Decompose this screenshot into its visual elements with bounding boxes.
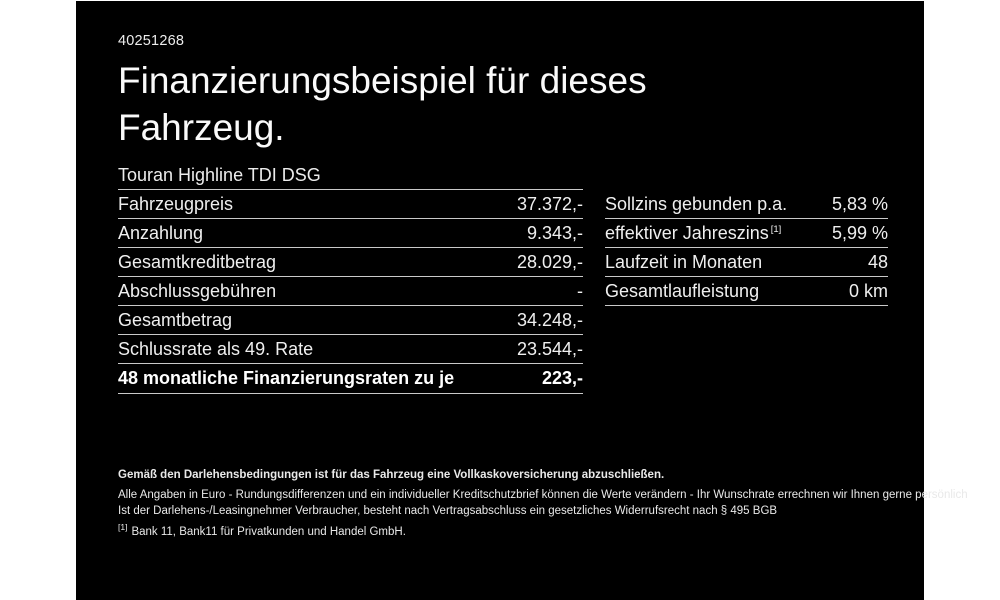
table-row-abschlussgebuehren: Abschlussgebühren - [118,277,583,306]
footer-legal-notes: Gemäß den Darlehensbedingungen ist für d… [118,467,968,540]
row-label: 48 monatliche Finanzierungsraten zu je [118,368,455,388]
row-label: effektiver Jahreszins [1] [605,222,782,243]
table-row-gesamtbetrag: Gesamtbetrag 34.248,- [118,306,583,335]
row-value: 34.248,- [516,309,583,330]
footnote-bank: [1] Bank 11, Bank11 für Privatkunden und … [118,522,898,540]
financing-document-page: 40251268 Finanzierungsbeispiel für diese… [76,1,968,600]
row-value: 48 [867,251,888,272]
row-label: Gesamtlaufleistung [605,280,760,301]
row-label: Sollzins gebunden p.a. [605,193,788,214]
row-value: 223,- [541,368,583,388]
row-label: Abschlussgebühren [118,280,277,301]
disclaimer-line-1: Alle Angaben in Euro - Rundungsdifferenz… [118,489,968,501]
row-label: Gesamtkreditbetrag [118,251,277,272]
table-row-anzahlung: Anzahlung 9.343,- [118,219,583,248]
row-label: Schlussrate als 49. Rate [118,338,314,359]
page-title: Finanzierungsbeispiel für dieses Fahrzeu… [118,60,647,148]
vehicle-model: Touran Highline TDI DSG [118,163,583,190]
row-label: Laufzeit in Monaten [605,251,763,272]
row-value: 23.544,- [516,338,583,359]
row-label: Gesamtbetrag [118,309,233,330]
table-row-gesamtlaufleistung: Gesamtlaufleistung 0 km [605,277,888,306]
row-value: 0 km [848,280,888,301]
table-row-sollzins: Sollzins gebunden p.a. 5,83 % [605,190,888,219]
table-row-gesamtkreditbetrag: Gesamtkreditbetrag 28.029,- [118,248,583,277]
table-row-fahrzeugpreis: Fahrzeugpreis 37.372,- [118,190,583,219]
row-value: 5,99 % [831,222,888,243]
footnote-text: Bank 11, Bank11 für Privatkunden und Han… [131,526,406,538]
row-value: 9.343,- [526,222,583,243]
conditions-table: Sollzins gebunden p.a. 5,83 % effektiver… [605,190,888,306]
insurance-note: Gemäß den Darlehensbedingungen ist für d… [118,469,665,481]
row-label: Anzahlung [118,222,204,243]
table-row-schlussrate: Schlussrate als 49. Rate 23.544,- [118,335,583,364]
table-row-effektiver-jahreszins: effektiver Jahreszins [1] 5,99 % [605,219,888,248]
row-value: - [577,280,583,301]
row-label: Fahrzeugpreis [118,193,234,214]
row-value: 5,83 % [831,193,888,214]
footnote-marker: [1] [118,522,128,533]
footnote-reference: [1] [770,223,782,235]
disclaimer-line-2: Ist der Darlehens-/Leasingnehmer Verbrau… [118,505,778,517]
row-value: 37.372,- [516,193,583,214]
table-row-laufzeit: Laufzeit in Monaten 48 [605,248,888,277]
table-row-monthly-rate-highlight: 48 monatliche Finanzierungsraten zu je 2… [118,364,583,394]
financing-table: Touran Highline TDI DSG Fahrzeugpreis 37… [118,163,583,394]
row-value: 28.029,- [516,251,583,272]
offer-number: 40251268 [118,33,185,49]
